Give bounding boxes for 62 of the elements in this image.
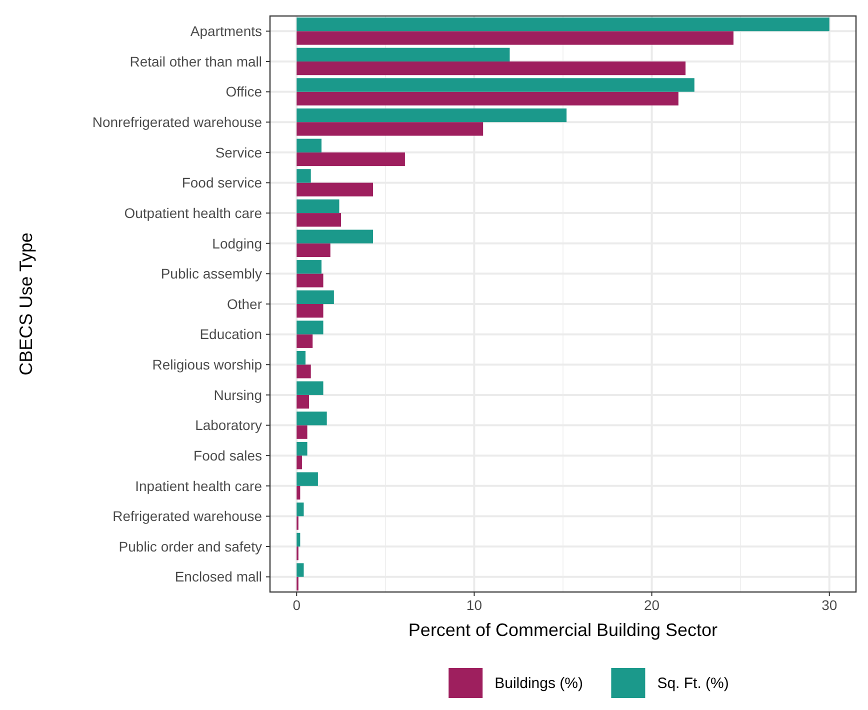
y-tick-label: Nursing	[214, 386, 262, 403]
y-tick-label: Apartments	[190, 23, 262, 40]
bar	[296, 381, 324, 395]
bar	[296, 350, 306, 365]
y-tick-label: Retail other than mall	[130, 53, 262, 70]
bar	[296, 213, 342, 227]
bar	[296, 532, 300, 547]
y-tick-label: Food service	[182, 174, 262, 191]
y-tick-label: Food sales	[194, 447, 262, 464]
bar	[296, 260, 322, 274]
bar	[296, 304, 324, 318]
bar	[296, 563, 304, 577]
bar	[296, 199, 340, 214]
bar	[296, 230, 373, 244]
bar	[296, 412, 327, 426]
y-tick-label: Nonrefrigerated warehouse	[92, 114, 262, 130]
bar	[296, 31, 734, 45]
bar	[296, 425, 308, 439]
bar	[296, 274, 324, 288]
bar	[296, 320, 324, 334]
legend-label: Sq. Ft. (%)	[657, 675, 729, 692]
bar	[296, 182, 373, 196]
legend-label: Buildings (%)	[494, 675, 583, 692]
bar	[296, 486, 300, 500]
bar	[296, 61, 686, 76]
y-tick-label: Education	[200, 326, 262, 342]
bar	[296, 18, 830, 32]
y-tick-label: Public order and safety	[118, 538, 262, 554]
bar	[296, 108, 567, 122]
bar	[296, 243, 330, 258]
bar	[296, 48, 510, 62]
x-tick-label: 10	[466, 597, 482, 613]
x-axis-title: Percent of Commercial Building Sector	[408, 620, 718, 640]
bar	[296, 394, 310, 409]
y-tick-label: Other	[226, 296, 262, 312]
bar	[296, 78, 694, 92]
y-tick-label: Refrigerated warehouse	[112, 508, 262, 524]
bar	[296, 456, 302, 470]
y-tick-label: Outpatient health care	[124, 204, 262, 221]
y-axis-title: CBECS Use Type	[16, 232, 36, 376]
y-tick-label: Religious worship	[152, 356, 262, 373]
y-tick-label: Public assembly	[160, 266, 262, 282]
bar	[296, 169, 311, 183]
y-tick-label: Lodging	[212, 235, 262, 252]
bar	[296, 442, 308, 456]
y-tick-label: Office	[226, 84, 262, 100]
bar	[296, 472, 318, 486]
bar	[296, 152, 405, 166]
bar	[296, 290, 334, 304]
bar	[296, 138, 322, 152]
y-tick-label: Enclosed mall	[174, 568, 262, 585]
y-tick-label: Laboratory	[195, 417, 262, 434]
x-tick-label: 20	[644, 597, 660, 613]
bar	[296, 364, 311, 378]
bar	[296, 334, 313, 348]
y-tick-label: Service	[215, 144, 262, 160]
x-tick-label: 0	[292, 597, 301, 613]
y-tick-label: Inpatient health care	[135, 478, 262, 494]
bar	[296, 502, 304, 516]
x-tick-label: 30	[822, 597, 838, 613]
bar	[296, 92, 678, 106]
bar	[296, 122, 484, 136]
